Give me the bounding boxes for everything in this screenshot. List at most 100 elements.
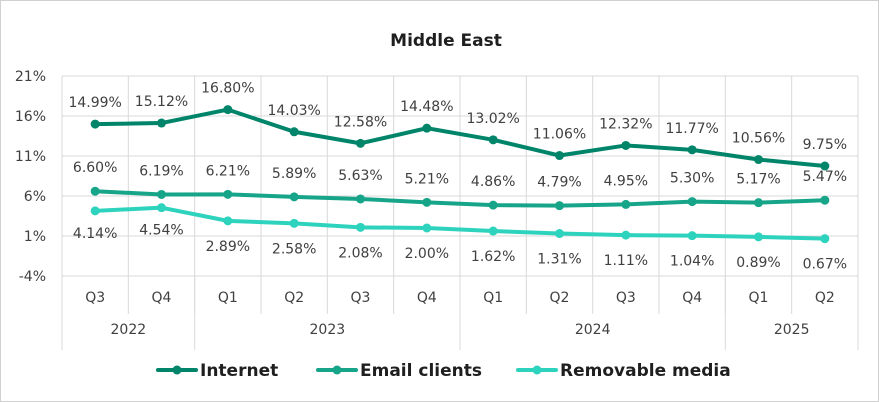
data-point [754,155,763,165]
data-label: 5.21% [405,171,449,187]
data-point [555,201,564,211]
series-line-removable-media [93,205,827,241]
x-axis: Q3 Q4 Q1 Q2 Q3 Q4 Q1 Q2 Q3 Q4 Q1 Q2 2022 2023 2024 2025 [61,276,859,350]
data-point [422,197,432,207]
x-tick-label: Q4 [417,290,437,306]
data-point [356,194,365,204]
x-tick-label: Q4 [152,290,172,306]
data-point [223,189,233,199]
series-line-email-clients [93,189,827,208]
x-tick-label: Q3 [616,290,636,306]
x-group-label: 2025 [774,322,810,338]
y-tick-label: 21% [15,69,46,85]
data-point [687,197,697,207]
data-label: 14.48% [400,99,453,115]
series-line-internet [93,107,827,168]
data-labels: 14.99% 15.12% 16.80% 14.03% 12.58% 14.48% 13.0… [68,81,847,273]
data-label: 5.89% [272,166,316,182]
data-point [90,186,100,196]
data-point [90,119,100,129]
data-label: 4.79% [537,175,581,191]
x-tick-label: Q3 [85,290,105,306]
x-group-label: 2024 [575,322,611,338]
data-label: 2.89% [206,239,250,255]
data-label: 12.58% [334,114,387,130]
legend-marker [332,365,342,375]
data-point [223,216,233,226]
data-point [90,206,100,216]
legend-label: Removable media [560,361,731,381]
x-tick-label: Q2 [550,290,570,306]
data-point [687,145,697,155]
data-label: 5.17% [736,172,780,188]
data-point [621,230,631,240]
data-point [223,105,233,115]
data-label: 4.95% [604,173,648,189]
data-label: 1.31% [537,252,581,268]
x-tick-label: Q3 [351,290,371,306]
data-label: 9.75% [803,137,847,153]
data-point [488,200,498,210]
x-tick-label: Q1 [749,290,769,306]
data-label: 11.77% [665,121,718,137]
y-tick-label: 16% [15,109,46,125]
data-label: 4.14% [73,226,117,242]
data-point [289,218,299,228]
x-tick-label: Q1 [483,290,503,306]
data-label: 6.21% [206,163,250,179]
legend-label: Email clients [360,361,482,381]
data-label: 10.56% [732,131,785,147]
data-label: 5.63% [338,168,382,184]
data-point [754,198,763,208]
data-label: 14.99% [68,95,121,111]
y-tick-label: 11% [15,149,46,165]
chart-title: Middle East [390,31,502,51]
x-tick-label: Q4 [682,290,702,306]
data-point [754,232,763,242]
data-label: 2.58% [272,241,316,257]
legend: Internet Email clients Removable media [156,361,731,381]
data-label: 2.00% [405,246,449,262]
legend-label: Internet [200,361,278,381]
data-point [422,123,432,133]
data-label: 0.89% [736,255,780,271]
legend-marker [532,365,542,375]
y-axis: 21% 16% 11% 6% 1% -4% [15,69,46,285]
data-label: 1.11% [604,253,648,269]
data-label: 4.86% [471,174,515,190]
data-point [820,234,830,244]
data-label: 0.67% [803,257,847,273]
data-label: 1.04% [670,254,714,270]
series-group [90,105,830,244]
data-point [687,231,697,241]
data-label: 15.12% [135,94,188,110]
x-tick-label: Q1 [218,290,238,306]
data-label: 5.30% [670,171,714,187]
data-label: 12.32% [599,116,652,132]
y-tick-label: 1% [24,229,46,245]
y-tick-label: -4% [19,269,46,285]
data-label: 4.54% [139,223,183,239]
x-group-label: 2022 [111,322,147,338]
data-label: 11.06% [533,127,586,143]
data-point [555,151,564,161]
data-label: 5.47% [803,169,847,185]
data-point [289,192,299,202]
data-point [422,223,432,233]
data-label: 2.08% [338,245,382,261]
data-point [157,189,166,199]
data-point [621,199,631,209]
data-point [488,135,498,145]
data-point [289,127,299,137]
data-point [356,222,365,232]
data-label: 13.02% [466,111,519,127]
data-point [356,138,365,148]
data-point [621,140,631,150]
y-tick-label: 6% [24,189,46,205]
data-point [555,229,564,239]
data-point [820,161,830,171]
data-point [488,226,498,236]
data-point [820,195,830,205]
data-label: 1.62% [471,249,515,265]
